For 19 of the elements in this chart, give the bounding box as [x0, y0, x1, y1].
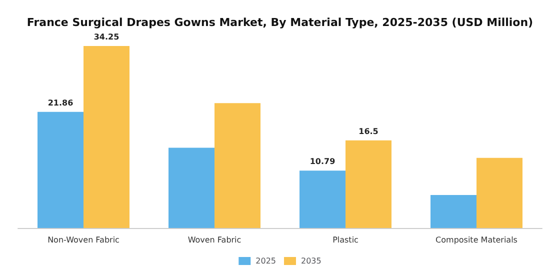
bar — [84, 46, 130, 228]
data-label: 16.5 — [358, 126, 379, 136]
x-tick-label: Non-Woven Fabric — [48, 236, 120, 244]
bar — [346, 140, 392, 228]
x-tick-label: Composite Materials — [436, 236, 518, 244]
bar — [300, 170, 346, 228]
chart-title: France Surgical Drapes Gowns Market, By Material Type, 2025-2035 (USD Million) — [26, 16, 534, 29]
legend-label: 2035 — [301, 256, 322, 266]
data-label: 21.86 — [48, 98, 74, 108]
bar — [476, 158, 522, 228]
bar — [214, 103, 260, 228]
bar — [38, 112, 84, 228]
data-label: 10.79 — [310, 157, 336, 166]
bar — [430, 195, 476, 228]
bar — [168, 148, 214, 228]
legend-label: 2025 — [256, 256, 276, 266]
x-tick-label: Woven Fabric — [188, 236, 242, 244]
x-tick-label: Plastic — [332, 236, 358, 244]
data-label: 34.25 — [94, 32, 120, 42]
